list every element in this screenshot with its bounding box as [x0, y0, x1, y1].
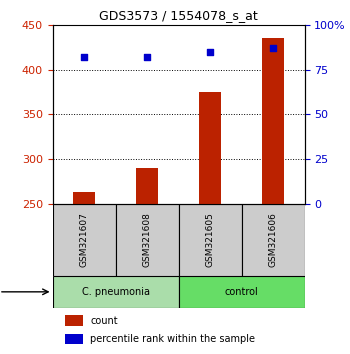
Point: [207, 49, 213, 55]
Bar: [73, 192, 95, 204]
Bar: [116, 204, 178, 275]
Title: GDS3573 / 1554078_s_at: GDS3573 / 1554078_s_at: [99, 9, 258, 22]
Text: GSM321606: GSM321606: [268, 212, 278, 267]
Text: control: control: [225, 287, 258, 297]
Text: GSM321607: GSM321607: [79, 212, 89, 267]
Point: [144, 54, 150, 60]
Bar: [241, 204, 304, 275]
Text: GSM321605: GSM321605: [205, 212, 215, 267]
Bar: [136, 168, 158, 204]
Point: [81, 54, 87, 60]
Text: C. pneumonia: C. pneumonia: [82, 287, 149, 297]
Bar: [199, 92, 221, 204]
Bar: [262, 38, 284, 204]
Bar: [178, 204, 241, 275]
Text: percentile rank within the sample: percentile rank within the sample: [90, 334, 255, 344]
Text: count: count: [90, 316, 118, 326]
Text: GSM321608: GSM321608: [142, 212, 152, 267]
Bar: [65, 333, 83, 344]
Bar: [65, 315, 83, 326]
Point: [270, 45, 276, 51]
Bar: [52, 275, 178, 308]
Bar: [178, 275, 304, 308]
Bar: [52, 204, 116, 275]
